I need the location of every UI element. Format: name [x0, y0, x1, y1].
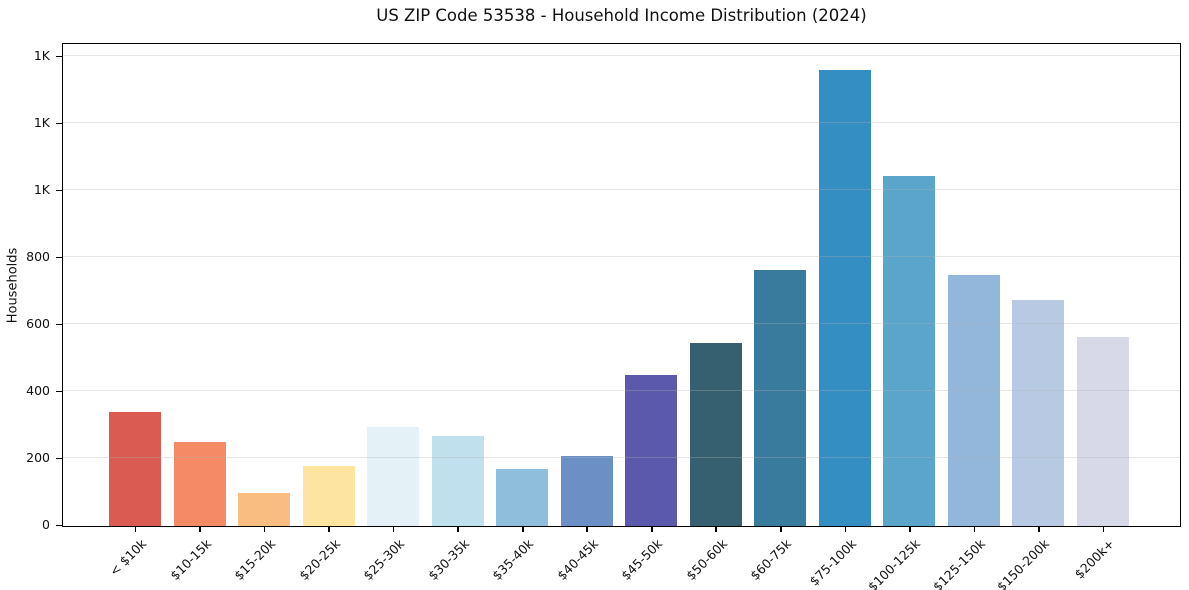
x-tick-mark: [715, 527, 718, 532]
y-tick-label: 600: [26, 316, 50, 332]
bar-100-125k: [883, 175, 936, 526]
x-tick-mark: [780, 527, 782, 532]
bar-30-35k: [431, 435, 484, 526]
y-tick-mark: [56, 189, 62, 192]
y-tick-label: 800: [26, 249, 50, 265]
x-tick-mark: [134, 527, 137, 532]
x-tick-label: $125-150k: [929, 536, 988, 590]
x-tick-mark: [844, 527, 847, 532]
x-tick-label: < $10k: [106, 536, 150, 579]
y-tick-label: 1K: [33, 182, 50, 198]
x-tick-label: $20-25k: [295, 536, 343, 584]
chart-title: US ZIP Code 53538 - Household Income Dis…: [376, 6, 867, 25]
bar-125-150k: [947, 274, 1000, 526]
x-tick-mark: [521, 527, 524, 532]
x-tick-mark: [1038, 527, 1040, 532]
y-tick-mark: [56, 55, 62, 58]
gridline: [63, 390, 1180, 392]
plot-area: [62, 43, 1181, 527]
x-tick-label: $35-40k: [489, 536, 537, 584]
y-tick-mark: [56, 457, 62, 460]
x-tick-label: $45-50k: [618, 536, 666, 584]
bar-40-45k: [560, 455, 613, 526]
y-tick-mark: [56, 122, 62, 125]
x-tick-label: $50-60k: [682, 536, 730, 584]
y-tick-mark: [56, 390, 62, 393]
bar-60-75k: [754, 269, 807, 526]
bar-50-60k: [689, 343, 742, 526]
bar-200k: [1076, 336, 1129, 526]
bar-20-25k: [302, 465, 355, 526]
x-tick-mark: [457, 527, 459, 532]
x-tick-mark: [909, 527, 911, 532]
x-tick-mark: [263, 527, 266, 532]
x-tick-mark: [392, 527, 395, 532]
bar-150-200k: [1012, 299, 1065, 526]
gridline: [63, 457, 1180, 459]
y-tick-mark: [56, 323, 62, 326]
bar-10k: [109, 412, 161, 526]
x-tick-label: $40-45k: [553, 536, 601, 584]
x-tick-mark: [586, 527, 589, 532]
x-tick-label: $30-35k: [424, 536, 472, 584]
y-tick-label: 200: [26, 450, 50, 466]
gridline: [63, 122, 1180, 124]
gridline: [63, 55, 1180, 57]
x-tick-label: $75-100k: [806, 536, 859, 589]
y-tick-mark: [56, 524, 62, 527]
x-tick-mark: [973, 527, 976, 532]
x-tick-label: $15-20k: [231, 536, 279, 584]
x-tick-mark: [199, 527, 201, 532]
x-tick-label: $100-125k: [865, 536, 924, 590]
bar-75-100k: [818, 70, 871, 526]
x-tick-mark: [328, 527, 330, 532]
y-tick-label: 0: [42, 517, 50, 533]
x-tick-label: $150-200k: [994, 536, 1053, 590]
bar-10-15k: [173, 442, 226, 526]
y-tick-label: 400: [26, 383, 50, 399]
y-tick-label: 1K: [33, 48, 50, 64]
x-tick-label: $25-30k: [360, 536, 408, 584]
x-tick-mark: [650, 527, 653, 532]
bar-45-50k: [625, 375, 678, 526]
bar-15-20k: [238, 492, 291, 526]
gridline: [63, 189, 1180, 191]
bar-35-40k: [496, 469, 549, 526]
gridline: [63, 323, 1180, 325]
y-tick-mark: [56, 256, 62, 259]
bar-25-30k: [367, 427, 420, 526]
y-tick-label: 1K: [33, 115, 50, 131]
x-tick-label: $10-15k: [166, 536, 214, 584]
x-tick-label: $200k+: [1071, 536, 1118, 582]
x-tick-mark: [1102, 527, 1105, 532]
x-tick-label: $60-75k: [747, 536, 795, 584]
gridline: [63, 256, 1180, 258]
